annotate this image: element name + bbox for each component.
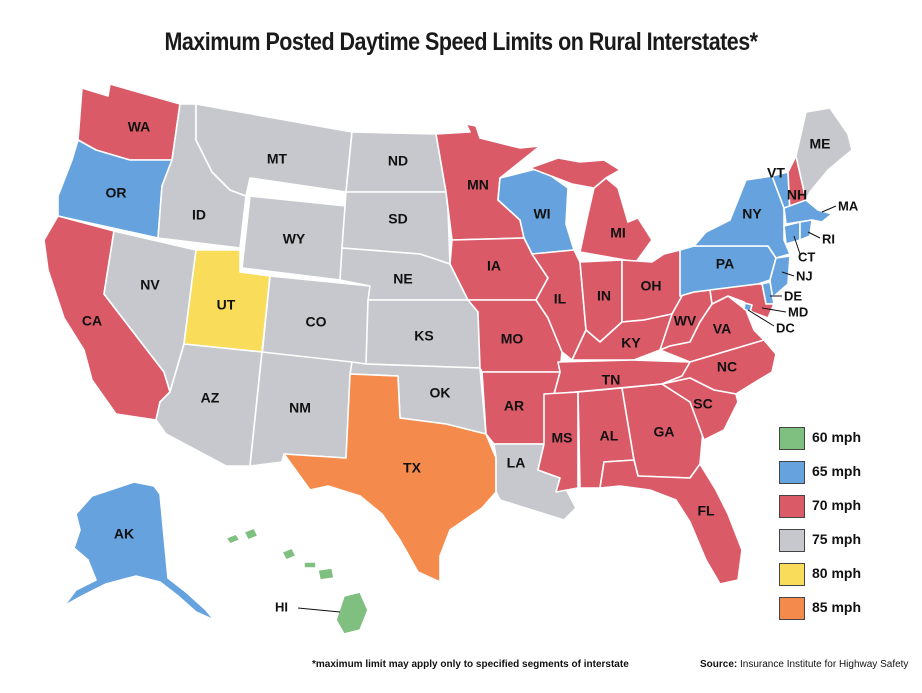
label-LA: LA (507, 455, 526, 471)
state-RI[interactable] (799, 219, 813, 241)
label-SC: SC (693, 396, 712, 412)
label-OH: OH (641, 278, 662, 294)
state-HI-2[interactable] (243, 527, 259, 541)
label-WA: WA (128, 119, 151, 135)
label-MD: MD (788, 304, 808, 319)
label-CA: CA (82, 313, 102, 329)
leader-md (761, 307, 787, 313)
label-IN: IN (597, 288, 611, 304)
label-OR: OR (106, 185, 127, 201)
label-MO: MO (501, 331, 524, 347)
label-AL: AL (600, 428, 619, 444)
state-HI-1[interactable] (225, 533, 241, 545)
state-AK[interactable] (63, 481, 215, 621)
label-UT: UT (217, 297, 236, 313)
label-SD: SD (388, 211, 407, 227)
legend-swatch (779, 427, 805, 450)
legend-label: 85 mph (812, 599, 862, 615)
label-PA: PA (716, 256, 734, 272)
label-NC: NC (717, 359, 737, 375)
leader-ma (821, 205, 837, 213)
state-DC[interactable] (743, 302, 753, 313)
label-IL: IL (554, 291, 567, 307)
label-GA: GA (654, 424, 675, 440)
label-IA: IA (487, 258, 501, 274)
leader-ri (807, 231, 821, 239)
state-MA[interactable] (783, 199, 833, 225)
label-AZ: AZ (201, 390, 220, 406)
leader-dc (747, 309, 775, 327)
state-HI-5[interactable] (317, 567, 335, 581)
legend-label: 60 mph (812, 429, 862, 445)
label-TX: TX (403, 460, 422, 476)
label-DC: DC (776, 320, 795, 335)
label-WI: WI (533, 206, 550, 222)
state-FL[interactable] (599, 459, 743, 585)
legend-swatch (779, 563, 805, 586)
label-AR: AR (504, 398, 524, 414)
legend-swatch (779, 495, 805, 518)
label-CT: CT (798, 249, 815, 264)
state-MD[interactable] (709, 283, 775, 319)
state-CT[interactable] (783, 221, 801, 245)
label-MS: MS (552, 430, 573, 446)
label-HI: HI (275, 599, 288, 614)
label-KY: KY (621, 335, 641, 351)
label-KS: KS (414, 328, 433, 344)
state-HI-4[interactable] (303, 561, 317, 569)
leader-nj (781, 271, 795, 277)
source-line: Source: Insurance Institute for Highway … (700, 659, 908, 670)
state-ME[interactable] (795, 107, 853, 201)
label-OK: OK (430, 385, 451, 401)
label-MA: MA (838, 198, 859, 213)
label-MI: MI (610, 225, 626, 241)
legend-label: 80 mph (812, 565, 862, 581)
state-labels: WA OR CA NV ID MT WY UT CO AZ NM ND SD N… (82, 119, 859, 615)
leader-ct (793, 235, 801, 255)
label-AK: AK (114, 526, 134, 542)
source-text: Insurance Institute for Highway Safety (740, 659, 909, 670)
legend-label: 65 mph (812, 463, 862, 479)
state-KY[interactable] (571, 313, 681, 361)
label-ID: ID (192, 207, 206, 223)
state-IL[interactable] (531, 249, 587, 361)
label-VA: VA (713, 321, 731, 337)
label-NH: NH (787, 187, 807, 203)
label-DE: DE (784, 288, 802, 303)
legend-label: 70 mph (812, 497, 862, 513)
label-CO: CO (306, 314, 327, 330)
label-WY: WY (283, 231, 306, 247)
label-ME: ME (810, 136, 831, 152)
label-ND: ND (388, 153, 408, 169)
label-NV: NV (140, 277, 160, 293)
label-TN: TN (602, 372, 621, 388)
legend-swatch (779, 597, 805, 620)
state-HI-6[interactable] (335, 591, 369, 635)
state-NJ[interactable] (769, 255, 791, 299)
legend-label: 75 mph (812, 531, 862, 547)
leader-hi (297, 607, 341, 613)
state-TX[interactable] (283, 373, 497, 583)
label-RI: RI (822, 231, 835, 246)
label-FL: FL (697, 503, 715, 519)
legend-swatch (779, 461, 805, 484)
label-NY: NY (742, 206, 762, 222)
label-NE: NE (393, 271, 412, 287)
label-MN: MN (467, 177, 489, 193)
footnote: *maximum limit may apply only to specifi… (312, 659, 629, 670)
state-MI-upper[interactable] (529, 157, 621, 189)
label-NM: NM (289, 400, 311, 416)
legend-swatch (779, 529, 805, 552)
state-SC[interactable] (661, 377, 739, 441)
map-title: Maximum Posted Daytime Speed Limits on R… (164, 28, 758, 56)
label-MT: MT (267, 151, 288, 167)
state-HI-3[interactable] (281, 547, 297, 561)
label-NJ: NJ (796, 268, 813, 283)
label-VT: VT (767, 165, 785, 181)
label-WV: WV (674, 313, 697, 329)
source-label: Source: (700, 659, 738, 670)
state-MI[interactable] (579, 177, 653, 263)
